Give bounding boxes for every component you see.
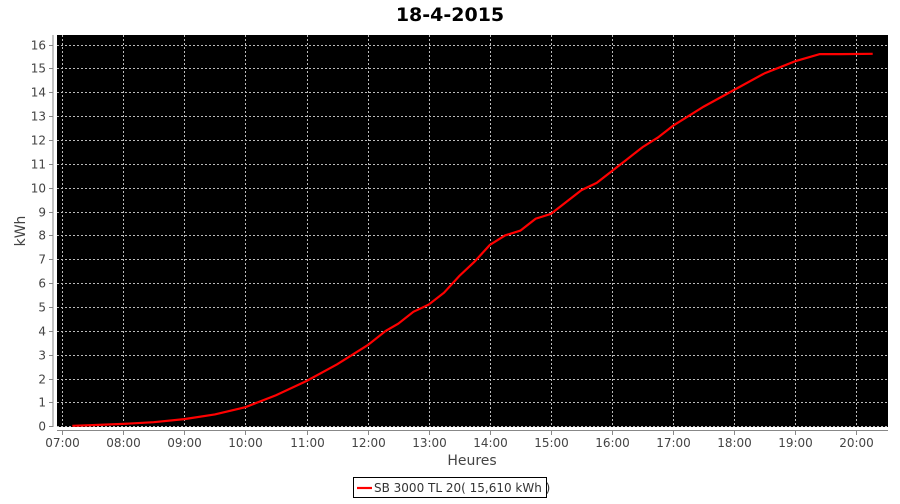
chart-title: 18-4-2015 <box>396 4 504 26</box>
y-tick-label: 13 <box>31 110 46 124</box>
y-tick-label: 9 <box>38 206 46 220</box>
x-tick-label: 18:00 <box>717 436 752 450</box>
x-tick-label: 15:00 <box>534 436 569 450</box>
y-tick-label: 12 <box>31 134 46 148</box>
legend: SB 3000 TL 20( 15,610 kWh ) <box>353 477 550 498</box>
legend-box <box>353 477 547 498</box>
y-tick-label: 5 <box>38 301 46 315</box>
x-axis: 07:00 08:00 09:00 10:00 11:00 12:00 13:00 14:00… <box>45 431 874 450</box>
y-tick-label: 0 <box>38 420 46 434</box>
x-tick-label: 07:00 <box>45 436 80 450</box>
x-tick-label: 09:00 <box>167 436 202 450</box>
y-tick-label: 15 <box>31 62 46 76</box>
x-axis-label: Heures <box>447 453 496 469</box>
y-axis-label: kWh <box>13 216 29 247</box>
y-tick-label: 7 <box>38 253 46 267</box>
y-tick-label: 4 <box>38 325 46 339</box>
legend-label: SB 3000 TL 20( 15,610 kWh ) <box>374 481 550 495</box>
x-tick-label: 10:00 <box>228 436 263 450</box>
x-tick-label: 16:00 <box>595 436 630 450</box>
x-tick-label: 11:00 <box>290 436 325 450</box>
plot-area <box>57 35 888 427</box>
y-tick-label: 14 <box>31 86 46 100</box>
x-tick-label: 20:00 <box>839 436 874 450</box>
y-tick-label: 10 <box>31 182 46 196</box>
x-tick-label: 14:00 <box>473 436 508 450</box>
grid <box>57 35 888 427</box>
y-tick-label: 8 <box>38 229 46 243</box>
y-tick-label: 11 <box>31 158 46 172</box>
x-tick-label: 12:00 <box>351 436 386 450</box>
x-tick-label: 17:00 <box>656 436 691 450</box>
y-tick-label: 1 <box>38 396 46 410</box>
y-tick-label: 3 <box>38 349 46 363</box>
y-tick-label: 6 <box>38 277 46 291</box>
series-line <box>72 52 873 427</box>
x-tick-label: 08:00 <box>106 436 141 450</box>
y-tick-label: 2 <box>38 373 46 387</box>
x-tick-label: 13:00 <box>412 436 447 450</box>
y-tick-label: 16 <box>31 39 46 53</box>
x-tick-label: 19:00 <box>778 436 813 450</box>
